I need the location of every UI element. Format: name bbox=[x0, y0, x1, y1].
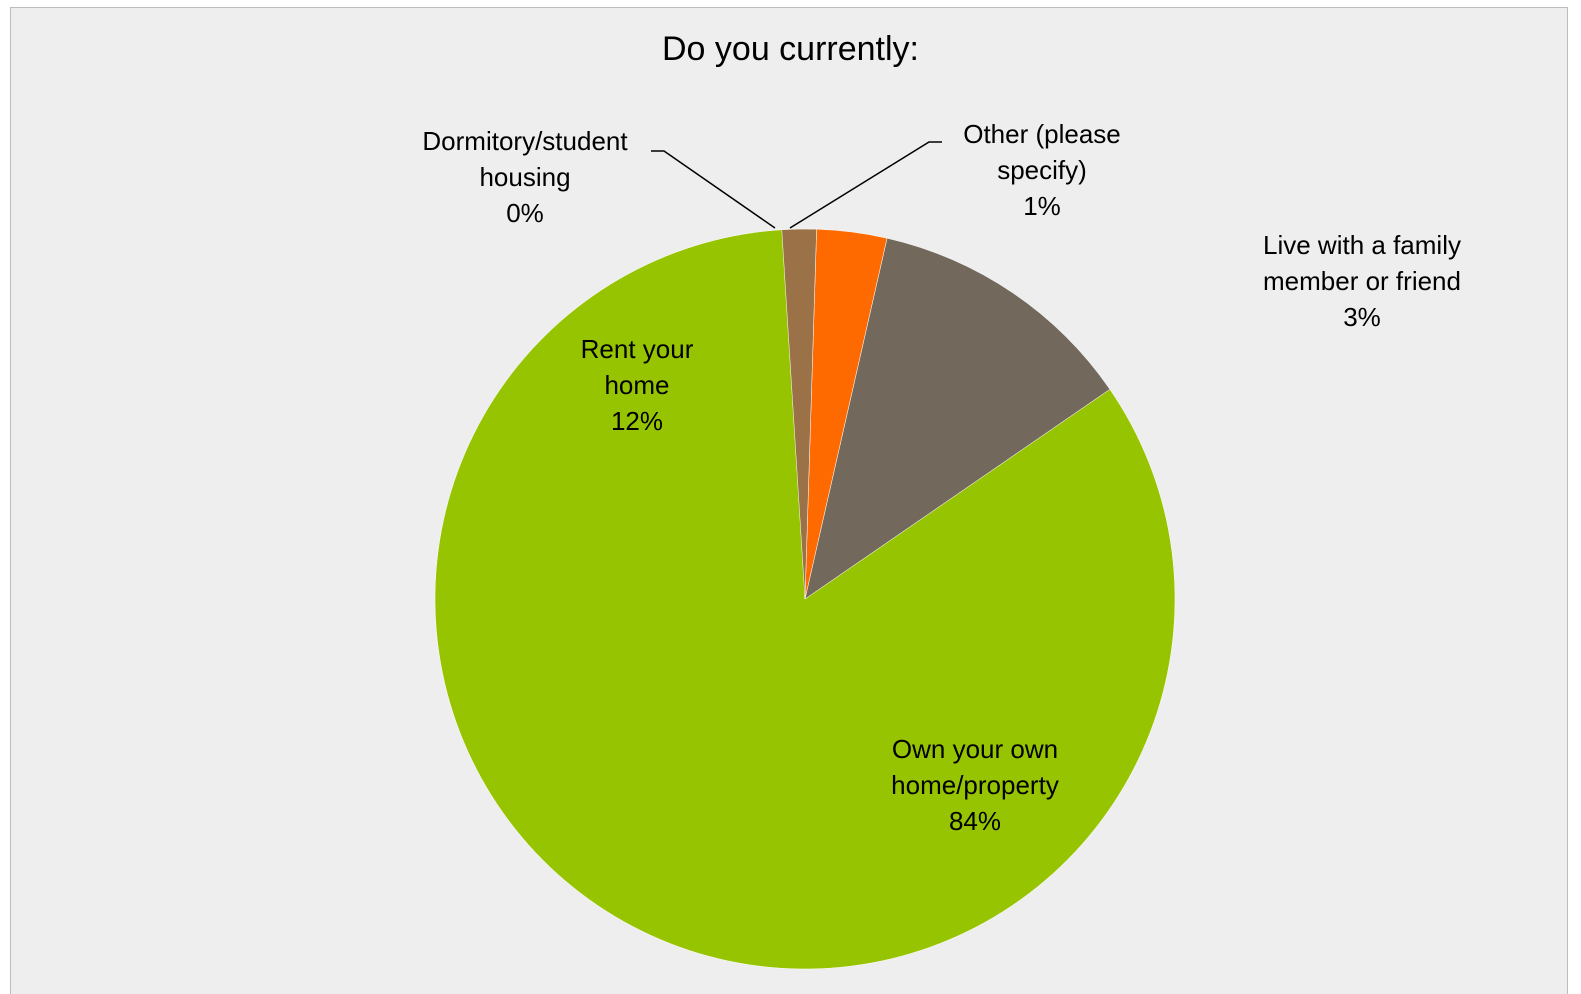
data-label-value: 0% bbox=[506, 198, 544, 228]
data-label-text: housing bbox=[479, 162, 570, 192]
data-label-rent-your-home: Rent your home 12% bbox=[581, 334, 694, 436]
data-label-text: member or friend bbox=[1263, 266, 1461, 296]
data-label-live-with-a-family-member-or-friend: Live with a family member or friend 3% bbox=[1263, 230, 1461, 332]
chart-title: Do you currently: bbox=[662, 30, 919, 68]
data-label-text: Dormitory/student bbox=[422, 126, 628, 156]
data-labels: Own your own home/property 84% Rent your hom… bbox=[422, 119, 1461, 836]
data-label-dormitory-student-housing: Dormitory/student housing 0% bbox=[422, 126, 628, 228]
leader-line-dormitory bbox=[651, 150, 776, 229]
leader-lines bbox=[651, 141, 942, 229]
data-label-value: 84% bbox=[949, 806, 1001, 836]
data-label-value: 1% bbox=[1023, 191, 1061, 221]
pie-slice-other-please-specify bbox=[781, 228, 817, 600]
data-label-text: home bbox=[604, 370, 669, 400]
data-label-text: Own your own bbox=[892, 734, 1058, 764]
data-label-text: Rent your bbox=[581, 334, 694, 364]
data-label-value: 3% bbox=[1343, 302, 1381, 332]
data-label-own-your-own-home-property: Own your own home/property 84% bbox=[891, 734, 1059, 836]
data-label-text: specify) bbox=[997, 155, 1087, 185]
leader-line-other bbox=[789, 141, 942, 229]
data-label-value: 12% bbox=[611, 406, 663, 436]
data-label-other-please-specify: Other (please specify) 1% bbox=[963, 119, 1121, 221]
data-label-text: home/property bbox=[891, 770, 1059, 800]
pie-slice-rent-your-home bbox=[804, 237, 1111, 600]
data-label-text: Other (please bbox=[963, 119, 1121, 149]
data-label-text: Live with a family bbox=[1263, 230, 1461, 260]
pie-slices bbox=[434, 228, 1176, 970]
